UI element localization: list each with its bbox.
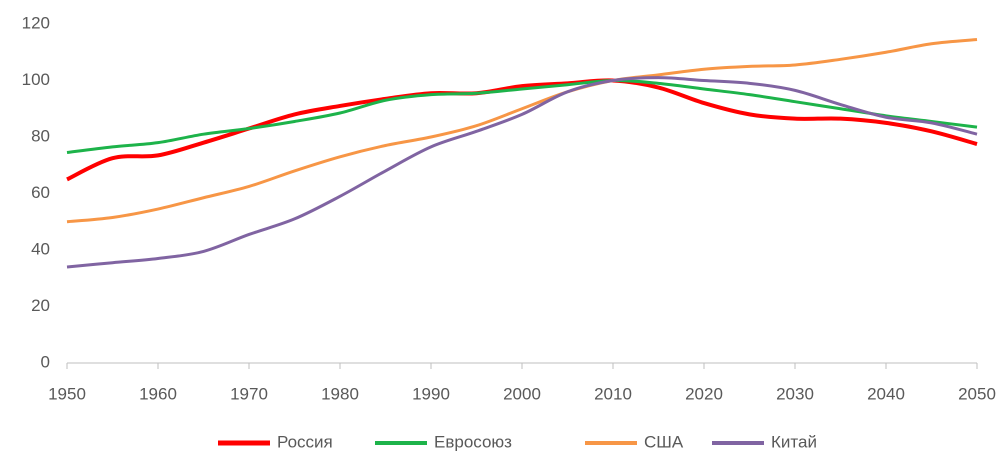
- legend-label: Евросоюз: [434, 432, 512, 451]
- x-tick-label: 1950: [48, 384, 86, 403]
- y-tick-label: 80: [31, 126, 50, 145]
- y-tick-label: 40: [31, 239, 50, 258]
- x-tick-label: 2010: [594, 384, 632, 403]
- series-line: [66, 76, 978, 269]
- x-tick-label: 2000: [503, 384, 541, 403]
- y-tick-label: 20: [31, 296, 50, 315]
- series-line: [66, 78, 978, 182]
- y-tick-label: 120: [22, 13, 50, 32]
- x-tick-label: 2020: [685, 384, 723, 403]
- x-tick-label: 1990: [412, 384, 450, 403]
- x-tick-label: 1960: [139, 384, 177, 403]
- x-tick-label: 2040: [867, 384, 905, 403]
- x-tick-label: 2050: [958, 384, 996, 403]
- x-tick-label: 1980: [321, 384, 359, 403]
- legend-label: США: [644, 432, 684, 451]
- y-tick-label: 100: [22, 70, 50, 89]
- series-line: [66, 78, 978, 155]
- series-line: [66, 38, 978, 224]
- x-tick-label: 2030: [776, 384, 814, 403]
- legend-label: Россия: [277, 432, 333, 451]
- x-tick-label: 1970: [230, 384, 268, 403]
- y-tick-label: 60: [31, 183, 50, 202]
- legend-label: Китай: [771, 432, 817, 451]
- y-tick-label: 0: [41, 352, 50, 371]
